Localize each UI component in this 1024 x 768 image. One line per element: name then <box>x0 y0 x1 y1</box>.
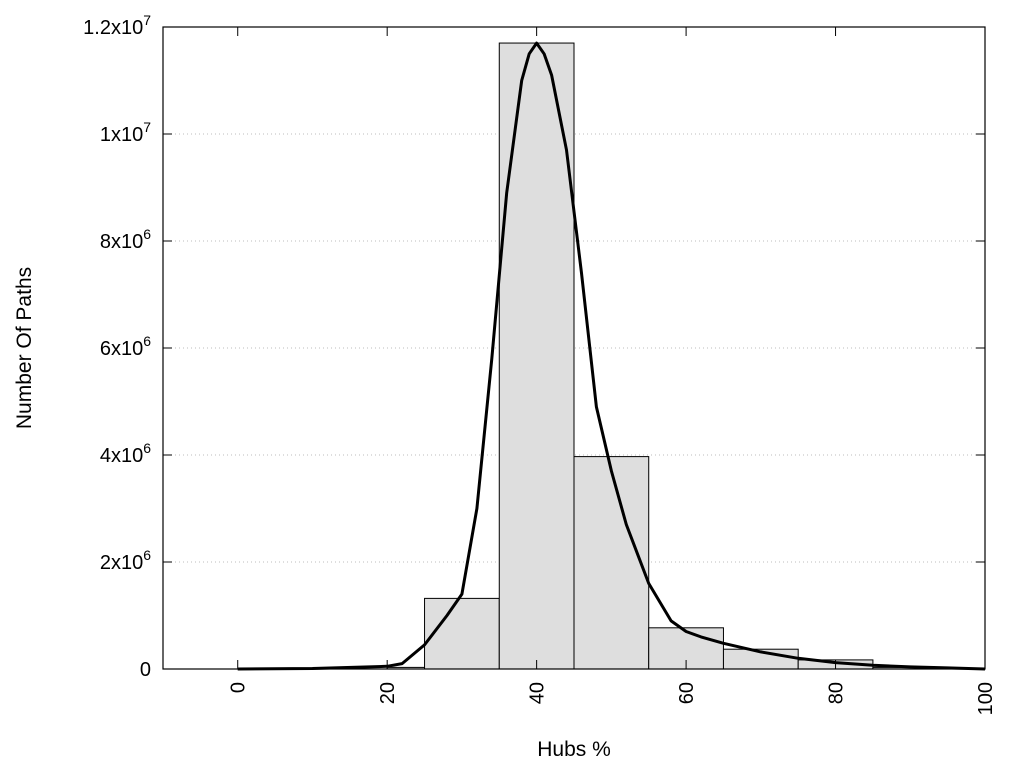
x-tick-label: 80 <box>826 682 848 704</box>
x-tick-label: 60 <box>676 682 698 704</box>
x-axis-tick-labels: 0 20 40 60 80 100 <box>228 682 997 715</box>
y-tick-label: 4x106 <box>100 440 151 467</box>
gridlines <box>163 133 985 563</box>
y-axis-label: Number Of Paths <box>13 267 36 429</box>
x-tick-label: 100 <box>975 682 997 715</box>
histogram-bar <box>424 597 500 670</box>
y-tick-label: 1.2x107 <box>83 12 151 39</box>
bars <box>386 42 949 670</box>
y-tick-label: 0 <box>140 659 151 681</box>
fitted-curve <box>237 41 986 671</box>
x-tick-label: 0 <box>228 682 250 693</box>
y-tick-label: 8x106 <box>100 226 151 253</box>
axis-ticks <box>163 26 986 670</box>
y-tick-label: 1x107 <box>100 119 151 146</box>
distribution-curve <box>237 41 986 671</box>
x-tick-label: 40 <box>527 682 549 704</box>
y-tick-label: 6x106 <box>100 333 151 360</box>
histogram-bar <box>573 456 650 670</box>
y-tick-label: 2x106 <box>100 547 151 574</box>
y-axis-tick-labels: 0 2x106 4x106 6x106 8x106 1x107 1.2x107 <box>83 12 151 681</box>
x-axis-label: Hubs % <box>537 738 611 761</box>
x-tick-label: 20 <box>377 682 399 704</box>
